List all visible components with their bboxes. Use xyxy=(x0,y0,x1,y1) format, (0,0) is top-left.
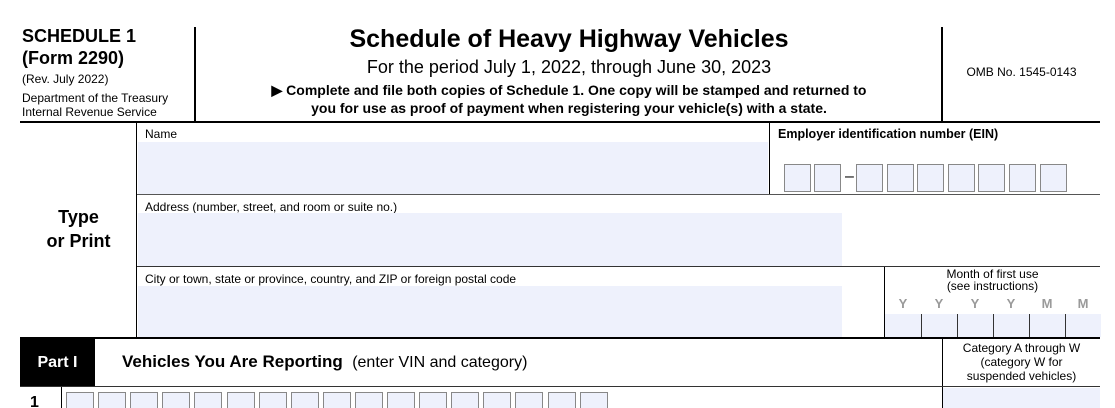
month-letter-label: Y xyxy=(898,296,908,311)
arrow-icon: ▶ xyxy=(271,82,287,98)
month-digit-box[interactable] xyxy=(1065,314,1101,337)
agency: Internal Revenue Service xyxy=(22,105,157,119)
vin-char-box[interactable] xyxy=(290,392,319,408)
divider xyxy=(194,27,196,122)
omb-number: OMB No. 1545-0143 xyxy=(966,65,1077,79)
period: For the period July 1, 2022, through Jun… xyxy=(366,57,772,77)
vin-char-box[interactable] xyxy=(226,392,255,408)
city-label: City or town, state or province, country… xyxy=(145,272,517,286)
vin-char-box[interactable] xyxy=(322,392,351,408)
divider xyxy=(20,337,1100,339)
city-input[interactable] xyxy=(138,286,842,337)
month-digit-box[interactable] xyxy=(885,314,921,337)
month-letter-label: Y xyxy=(934,296,944,311)
vin-char-box[interactable] xyxy=(162,392,191,408)
ein-digit-box[interactable] xyxy=(1039,164,1067,192)
divider xyxy=(769,122,770,195)
vin-char-box[interactable] xyxy=(98,392,127,408)
vin-char-box[interactable] xyxy=(451,392,480,408)
vin-char-box[interactable] xyxy=(515,392,544,408)
divider xyxy=(137,194,1100,195)
divider xyxy=(61,387,62,408)
department: Department of the Treasury xyxy=(22,91,169,105)
divider xyxy=(942,339,943,408)
divider xyxy=(941,27,943,122)
month-digit-box[interactable] xyxy=(921,314,957,337)
name-input[interactable] xyxy=(138,142,768,194)
type-or-print-label: Type or Print xyxy=(46,207,111,251)
ein-digit-box[interactable] xyxy=(917,164,945,192)
vin-char-box[interactable] xyxy=(579,392,608,408)
ein-digit-box[interactable] xyxy=(947,164,975,192)
month-letter-label: Y xyxy=(1006,296,1016,311)
revision: (Rev. July 2022) xyxy=(22,72,109,86)
ein-digit-box[interactable] xyxy=(814,164,841,192)
vin-char-box[interactable] xyxy=(354,392,383,408)
ein-digit-box[interactable] xyxy=(784,164,811,192)
month-letter-label: M xyxy=(1077,296,1089,311)
vin-char-box[interactable] xyxy=(194,392,223,408)
month-letter-label: M xyxy=(1041,296,1053,311)
vin-char-box[interactable] xyxy=(66,392,94,408)
month-digit-box[interactable] xyxy=(1029,314,1065,337)
ein-digit-box[interactable] xyxy=(1009,164,1036,192)
divider xyxy=(20,121,1100,123)
vin-char-box[interactable] xyxy=(483,392,512,408)
ein-label: Employer identification number (EIN) xyxy=(778,127,999,141)
ein-digit-box[interactable] xyxy=(886,164,914,192)
divider xyxy=(136,122,137,338)
address-input[interactable] xyxy=(138,213,842,266)
month-digit-box[interactable] xyxy=(957,314,993,337)
row-number: 1 xyxy=(30,394,39,408)
instructions: ▶ Complete and file both copies of Sched… xyxy=(271,82,867,116)
divider xyxy=(137,266,1100,267)
month-of-first-use-label: Month of first use (see instructions) xyxy=(946,267,1039,293)
month-letter-label: Y xyxy=(970,296,980,311)
vin-char-box[interactable] xyxy=(547,392,576,408)
address-label: Address (number, street, and room or sui… xyxy=(145,200,398,214)
ein-digit-box[interactable] xyxy=(978,164,1006,192)
vin-char-box[interactable] xyxy=(258,392,287,408)
category-label: Category A through W (category W for suspe… xyxy=(962,341,1081,383)
month-digit-box[interactable] xyxy=(993,314,1029,337)
schedule-number: SCHEDULE 1 xyxy=(22,26,137,46)
vin-char-box[interactable] xyxy=(130,392,159,408)
divider xyxy=(20,386,1100,387)
part-title: Vehicles You Are Reporting (enter VIN an… xyxy=(122,352,528,371)
part-badge: Part I xyxy=(20,339,95,387)
page-title: Schedule of Heavy Highway Vehicles xyxy=(349,25,789,53)
form-number: (Form 2290) xyxy=(22,48,125,68)
ein-dash: – xyxy=(845,168,854,185)
vin-char-box[interactable] xyxy=(419,392,448,408)
vin-char-box[interactable] xyxy=(387,392,415,408)
divider xyxy=(884,267,885,338)
name-label: Name xyxy=(145,127,178,141)
category-input[interactable] xyxy=(943,388,1100,408)
ein-digit-box[interactable] xyxy=(856,164,883,192)
